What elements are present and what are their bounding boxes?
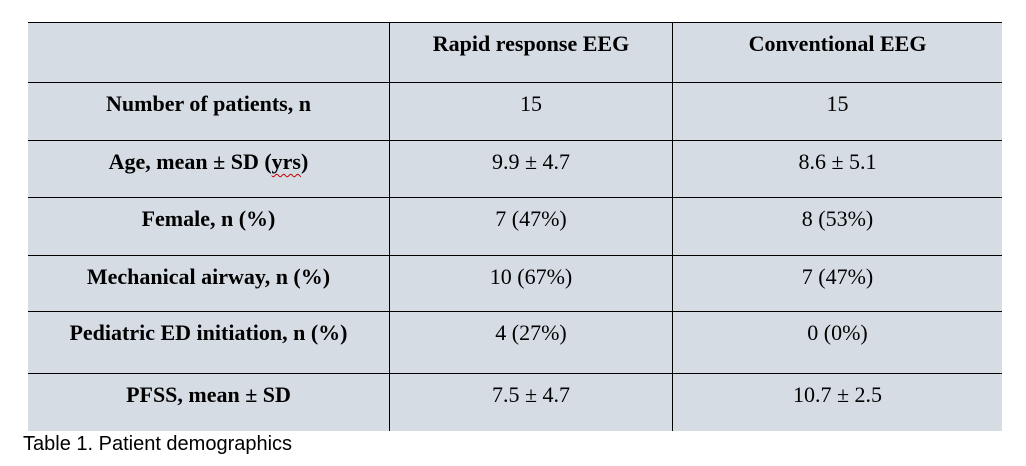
- header-empty-cell: [28, 23, 389, 82]
- rapid-response-value: 10 (67%): [389, 256, 672, 311]
- row-label: Mechanical airway, n (%): [86, 264, 331, 289]
- row-label: Age, mean ± SD (yrs): [28, 141, 389, 197]
- table-caption: Table 1. Patient demographics: [23, 433, 293, 455]
- table-row-age: Age, mean ± SD (yrs) 9.9 ± 4.7 8.6 ± 5.1: [28, 141, 1002, 198]
- header-rapid-response-eeg: Rapid response EEG: [389, 23, 672, 82]
- table-row-number-of-patients: Number of patients, n 15 15: [28, 83, 1002, 141]
- row-label: Pediatric ED initiation, n (%): [69, 320, 348, 345]
- conventional-value: 7 (47%): [672, 256, 1002, 311]
- row-label: PFSS, mean ± SD: [126, 382, 291, 407]
- patient-demographics-table: Rapid response EEG Conventional EEG Numb…: [28, 22, 1002, 431]
- table-row-female: Female, n (%) 7 (47%) 8 (53%): [28, 198, 1002, 256]
- label-text: ): [301, 149, 309, 174]
- header-conventional-eeg: Conventional EEG: [672, 23, 1002, 82]
- conventional-value: 0 (0%): [672, 312, 1002, 373]
- table-row-pfss: PFSS, mean ± SD 7.5 ± 4.7 10.7 ± 2.5: [28, 374, 1002, 431]
- table-header-row: Rapid response EEG Conventional EEG: [28, 23, 1002, 83]
- rapid-response-value: 15: [389, 83, 672, 140]
- rapid-response-value: 7.5 ± 4.7: [389, 374, 672, 431]
- row-label: Number of patients, n: [106, 91, 311, 116]
- conventional-value: 8 (53%): [672, 198, 1002, 255]
- conventional-value: 10.7 ± 2.5: [672, 374, 1002, 431]
- table-row-pediatric-ed-initiation: Pediatric ED initiation, n (%) 4 (27%) 0…: [28, 312, 1002, 374]
- conventional-value: 8.6 ± 5.1: [672, 141, 1002, 197]
- rapid-response-value: 4 (27%): [389, 312, 672, 373]
- table-row-mechanical-airway: Mechanical airway, n (%) 10 (67%) 7 (47%…: [28, 256, 1002, 312]
- rapid-response-value: 9.9 ± 4.7: [389, 141, 672, 197]
- spellcheck-underline: yrs: [271, 149, 301, 174]
- rapid-response-value: 7 (47%): [389, 198, 672, 255]
- label-text: Age, mean ± SD (: [108, 149, 272, 174]
- row-label: Female, n (%): [141, 206, 276, 231]
- conventional-value: 15: [672, 83, 1002, 140]
